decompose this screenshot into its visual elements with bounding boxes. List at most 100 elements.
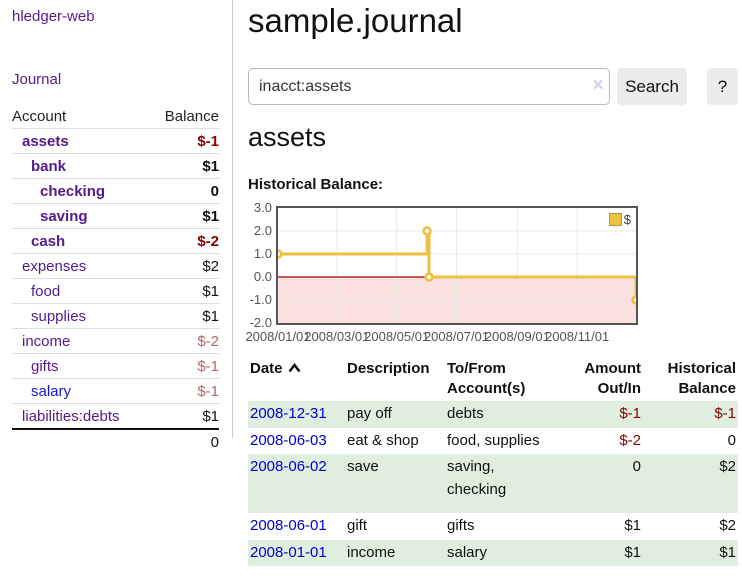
transaction-balance: $2 <box>719 517 736 534</box>
transaction-balance: $1 <box>719 543 736 561</box>
register-row: 2008-12-31 pay off debts $-1 $-1 <box>248 401 738 428</box>
account-balance: $-1 <box>197 382 219 400</box>
account-column-header: Account <box>12 107 67 125</box>
y-axis-tick-label: -2.0 <box>249 315 272 330</box>
legend-swatch-icon <box>608 213 622 226</box>
chart-legend: $ <box>606 211 633 228</box>
account-link[interactable]: saving <box>40 207 88 225</box>
account-balance-table: Account Balance assets $-1 bank $1 checking 0… <box>12 104 219 454</box>
transaction-amount: 0 <box>632 458 641 475</box>
transaction-accounts: salary <box>447 543 488 561</box>
transaction-description: eat & shop <box>347 431 419 449</box>
account-balance: $-1 <box>197 357 219 375</box>
account-balance: $1 <box>202 207 219 225</box>
total-balance: 0 <box>210 433 219 451</box>
account-row: supplies $1 <box>12 303 219 328</box>
legend-label: $ <box>623 212 631 227</box>
register-row: 2008-06-02 save saving, checking 0 $2 <box>248 454 738 513</box>
transaction-amount: $-2 <box>619 431 641 449</box>
account-row: gifts $-1 <box>12 353 219 378</box>
register-header-row: Date Description To/From Account(s) Amou… <box>248 356 738 401</box>
account-link[interactable]: income <box>22 332 71 350</box>
search-input[interactable] <box>248 68 610 105</box>
account-link[interactable]: checking <box>40 182 106 200</box>
transaction-date-link[interactable]: 2008-06-01 <box>250 517 327 534</box>
account-row: liabilities:debts $1 <box>12 403 219 428</box>
account-total-row: 0 <box>12 428 219 454</box>
y-axis-tick-label: 2.0 <box>253 223 272 238</box>
transaction-balance: 0 <box>727 431 736 449</box>
balance-column-header: Balance <box>164 107 219 125</box>
transaction-balance: $-1 <box>714 405 736 422</box>
account-link[interactable]: assets <box>22 132 69 150</box>
chart-canvas <box>278 208 636 323</box>
data-point <box>424 272 434 282</box>
account-heading: assets <box>248 122 327 152</box>
x-axis-tick-label: 2008/11/01 <box>545 329 610 344</box>
sidebar: hledger-web Journal Account Balance asse… <box>0 0 233 451</box>
account-link[interactable]: cash <box>31 232 66 250</box>
account-balance: $-2 <box>197 332 219 350</box>
clear-search-icon[interactable]: × <box>592 75 604 96</box>
app-brand-link[interactable]: hledger-web <box>12 8 95 25</box>
account-link[interactable]: food <box>31 282 61 300</box>
transaction-date-link[interactable]: 2008-01-01 <box>250 543 327 561</box>
help-button[interactable]: ? <box>707 68 738 105</box>
x-axis-tick-label: 2008/09/01 <box>484 329 550 344</box>
account-row: income $-2 <box>12 328 219 353</box>
account-link[interactable]: salary <box>31 382 72 400</box>
account-balance: $-2 <box>197 232 219 250</box>
transaction-description: pay off <box>347 405 392 422</box>
transaction-accounts: food, supplies <box>447 431 540 449</box>
account-table-header: Account Balance <box>12 104 219 128</box>
account-link[interactable]: supplies <box>31 307 87 325</box>
x-axis-tick-label: 2008/01/01 <box>245 329 311 344</box>
transaction-date-link[interactable]: 2008-06-02 <box>250 458 327 475</box>
transaction-date-link[interactable]: 2008-06-03 <box>250 431 327 449</box>
account-link[interactable]: gifts <box>31 357 59 375</box>
header-accounts: To/From Account(s) <box>447 360 526 397</box>
register-row: 2008-06-01 gift gifts $1 $2 <box>248 513 738 540</box>
transaction-balance: $2 <box>719 458 736 475</box>
data-point <box>422 226 432 236</box>
transaction-amount: $1 <box>624 517 641 534</box>
account-balance: $1 <box>202 307 219 325</box>
account-link[interactable]: liabilities:debts <box>22 407 120 425</box>
transaction-description: save <box>347 458 379 475</box>
account-balance: $-1 <box>197 132 219 150</box>
account-balance: $1 <box>202 282 219 300</box>
account-link[interactable]: bank <box>31 157 67 175</box>
header-date[interactable]: Date <box>248 356 345 401</box>
account-link[interactable]: expenses <box>22 257 87 275</box>
header-description: Description <box>347 360 430 377</box>
account-balance: 0 <box>210 182 219 200</box>
transaction-amount: $-1 <box>619 405 641 422</box>
x-axis-tick-label: 2008/07/01 <box>423 329 490 344</box>
transaction-description: gift <box>347 517 368 534</box>
account-row: bank $1 <box>12 153 219 178</box>
transaction-accounts: debts <box>447 405 484 422</box>
account-row: assets $-1 <box>12 128 219 153</box>
register-row: 2008-06-03 eat & shop food, supplies $-2 0 <box>248 428 738 455</box>
search-button[interactable]: Search <box>617 68 687 105</box>
account-row: saving $1 <box>12 203 219 228</box>
header-balance: Historical Balance <box>667 360 736 397</box>
x-axis-tick-label: 2008/03/01 <box>304 329 370 344</box>
account-balance: $1 <box>202 157 219 175</box>
register-row: 2008-01-01 income salary $1 $1 <box>248 539 738 566</box>
y-axis-tick-label: 1.0 <box>253 246 272 261</box>
chart-title: Historical Balance: <box>248 176 384 193</box>
transaction-date-link[interactable]: 2008-12-31 <box>250 405 327 422</box>
page-title: sample.journal <box>248 2 463 39</box>
account-balance: $1 <box>202 407 219 425</box>
transaction-amount: $1 <box>624 543 641 561</box>
sidebar-item-journal[interactable]: Journal <box>12 71 62 88</box>
transaction-accounts: gifts <box>447 517 475 534</box>
transaction-accounts: saving, checking <box>447 458 507 498</box>
header-amount: Amount Out/In <box>584 360 641 397</box>
account-balance: $2 <box>202 257 219 275</box>
x-axis-tick-label: 2008/05/01 <box>364 329 430 344</box>
y-axis-tick-label: -1.0 <box>249 292 272 307</box>
data-point <box>631 295 636 305</box>
